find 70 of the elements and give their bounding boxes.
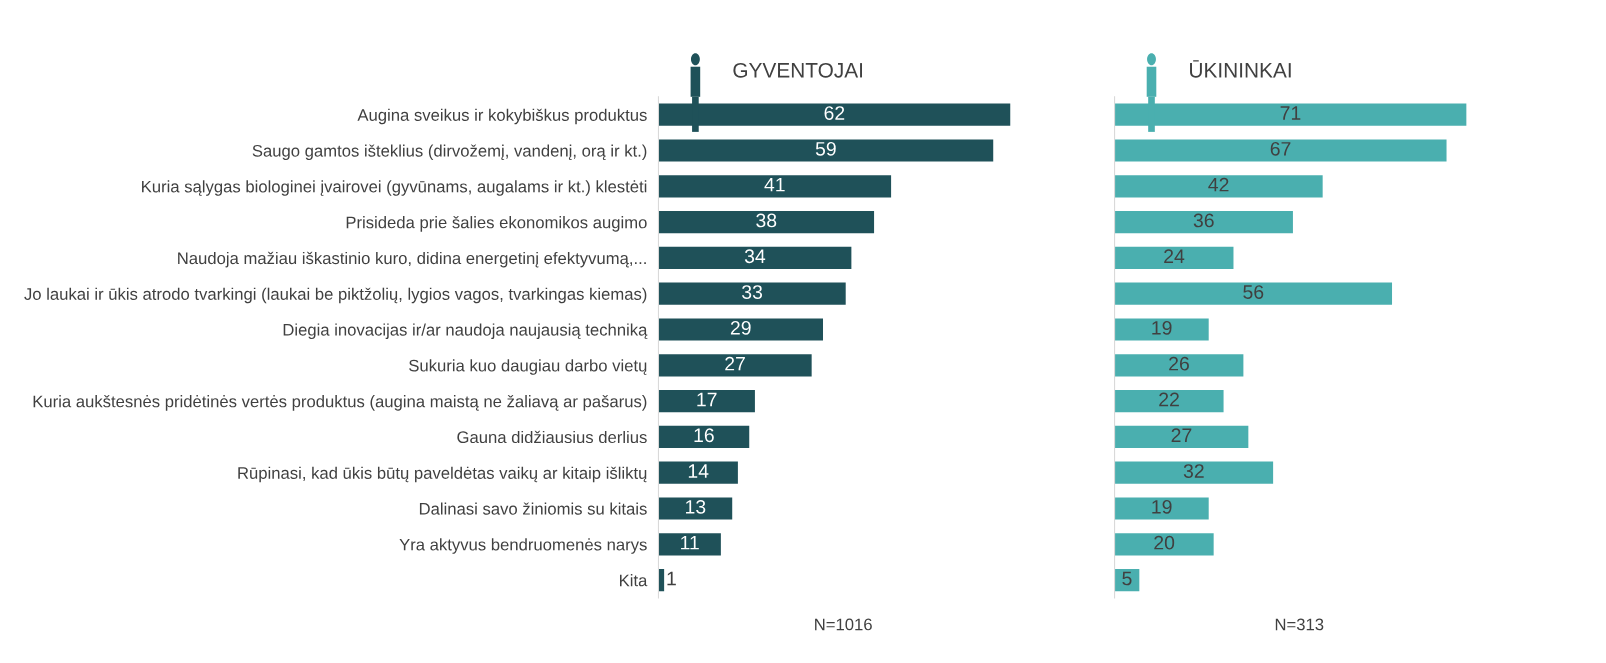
data-label: 16 <box>694 428 714 443</box>
data-label: 33 <box>742 285 763 299</box>
bar <box>1114 390 1224 413</box>
bar <box>658 461 738 484</box>
y-tick-label: Rūpinasi, kad ūkis būtų paveldėtas vaikų ar kitaip išliktų <box>238 466 647 483</box>
bar <box>658 211 875 234</box>
chart-title: ŪKININKAI <box>1190 60 1291 78</box>
bar <box>658 175 892 198</box>
y-tick-label: Jo laukai ir ūkis atrodo tvarkingi (laukai be piktžolių, lygios vagos, tvarkingas kiemas) <box>24 287 647 304</box>
data-label: 5 <box>1122 571 1132 586</box>
data-label: 24 <box>1164 249 1185 263</box>
data-label: 71 <box>1280 106 1301 120</box>
y-tick-label: Kita <box>620 574 648 587</box>
bar <box>1114 497 1209 520</box>
bar <box>1114 354 1244 377</box>
bar <box>1114 139 1447 162</box>
y-tick-label: Sukuria kuo daugiau darbo vietų <box>409 359 647 375</box>
y-tick-label: Dalinasi savo žiniomis su kitais <box>419 502 647 515</box>
data-label: 41 <box>764 177 785 192</box>
y-tick-label: Naudoja mažiau iškastinio kuro, didina energetinį efektyvumą,... <box>178 251 646 268</box>
data-label: 56 <box>1243 285 1264 299</box>
data-label: 26 <box>1169 356 1189 371</box>
data-label: 67 <box>1270 141 1291 156</box>
bar <box>658 390 755 413</box>
text: N=1016 <box>815 618 872 631</box>
y-tick-label: Kuria sąlygas biologinei įvairovei (gyvūnams, augalams ir kt.) klestėti <box>142 180 647 196</box>
data-label: 1 <box>667 571 676 586</box>
data-label: 14 <box>688 464 709 478</box>
data-label: 32 <box>1183 464 1204 478</box>
bar <box>658 533 721 556</box>
data-label: 62 <box>824 106 845 120</box>
data-label: 19 <box>1152 320 1172 335</box>
data-label: 17 <box>697 392 717 407</box>
bar <box>658 425 750 449</box>
data-label: 34 <box>744 249 766 264</box>
y-tick-label: Kuria aukštesnės pridėtinės vertės produktus (augina maistą ne žaliavą ar pašarus) <box>33 395 647 411</box>
bar <box>658 318 824 341</box>
data-label: 29 <box>730 320 751 335</box>
chart-title: GYVENTOJAI <box>733 62 863 78</box>
bar <box>1114 246 1234 270</box>
y-tick-label: Saugo gamtos išteklius (dirvožemį, vandenį, orą ir kt.) <box>252 144 647 161</box>
bar <box>1114 282 1393 305</box>
data-label: 19 <box>1152 499 1172 514</box>
bar <box>1114 211 1293 234</box>
bar <box>1114 461 1274 484</box>
data-label: 36 <box>1193 213 1214 228</box>
bar <box>658 139 994 162</box>
bar <box>658 246 852 270</box>
data-label: 20 <box>1154 535 1175 550</box>
data-label: 27 <box>1171 428 1192 442</box>
data-label: 13 <box>686 499 706 514</box>
bar <box>658 497 733 520</box>
data-label: 11 <box>681 535 699 550</box>
data-label: 38 <box>756 213 777 228</box>
y-tick-label: Yra aktyvus bendruomenės narys <box>399 538 647 554</box>
text: N=313 <box>1275 618 1324 631</box>
y-tick-label: Prisideda prie šalies ekonomikos augimo <box>346 216 647 232</box>
y-tick-label: Gauna didžiausius derlius <box>457 430 647 444</box>
bar <box>1114 425 1249 449</box>
bar <box>658 282 846 305</box>
data-label: 42 <box>1208 177 1229 192</box>
y-tick-label: Diegia inovacijas ir/ar naudoja naujausią techniką <box>283 323 648 340</box>
y-tick-label: Augina sveikus ir kokybiškus produktus <box>357 108 647 125</box>
data-label: 22 <box>1159 392 1179 407</box>
data-label: 59 <box>815 141 836 156</box>
bar <box>658 354 812 377</box>
data-label: 27 <box>725 356 745 371</box>
bar <box>1114 533 1214 556</box>
bar <box>1114 318 1209 341</box>
bar <box>1114 175 1323 198</box>
